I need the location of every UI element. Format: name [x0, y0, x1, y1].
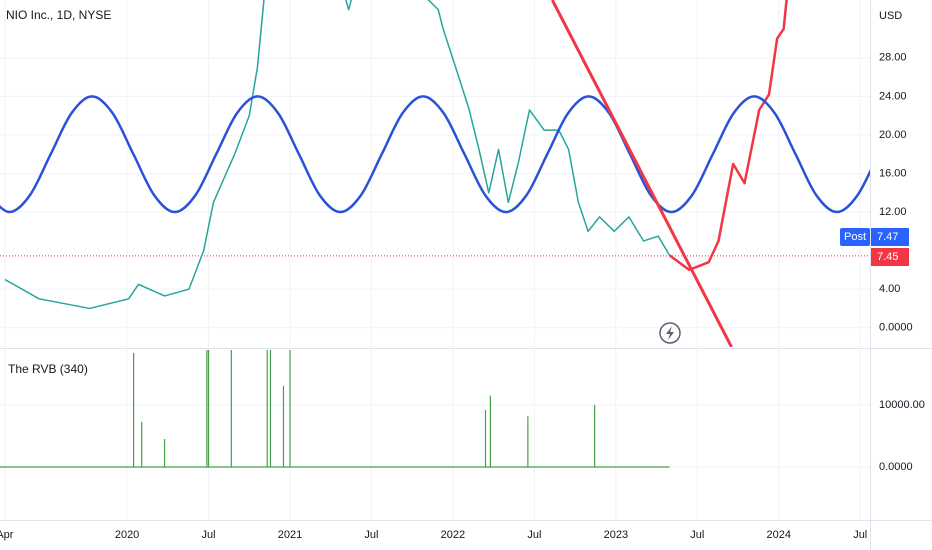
x-tick-label: Jul	[202, 529, 216, 541]
x-tick-label: Jul	[690, 529, 704, 541]
chart-title: NIO Inc., 1D, NYSE	[6, 8, 111, 22]
x-tick-label: 2023	[604, 529, 628, 541]
post-tag	[840, 228, 870, 246]
x-tick-label: Apr	[0, 529, 14, 541]
price-tag	[871, 228, 909, 246]
y-tick-label: 28.00	[879, 52, 907, 64]
x-tick-label: 2021	[278, 529, 302, 541]
y-tick-label: 0.0000	[879, 322, 913, 334]
y-tick-label: 24.00	[879, 90, 907, 102]
price-tag-value: 7.47	[877, 231, 898, 243]
indicator-title: The RVB (340)	[8, 362, 88, 376]
series-line	[0, 95, 870, 214]
price-tag	[871, 248, 909, 266]
x-tick-label: Jul	[364, 529, 378, 541]
x-tick-label: Jul	[527, 529, 541, 541]
price-pane	[0, 0, 870, 347]
x-tick-label: Jul	[853, 529, 867, 541]
series-line	[4, 0, 671, 310]
post-tag-label: Post	[844, 231, 866, 243]
series-line	[668, 0, 788, 272]
grid	[0, 0, 870, 520]
y-tick-label: 12.00	[879, 206, 907, 218]
axes: Apr 2020 Jul 2021 Jul 2022 Jul 2023 Jul 2024 Jul 0.…	[0, 52, 925, 541]
y-tick-label: 16.00	[879, 167, 907, 179]
indicator-pane	[0, 350, 670, 468]
y-tick-label: 4.00	[879, 283, 900, 295]
x-tick-label: 2020	[115, 529, 139, 541]
x-tick-label: 2024	[767, 529, 791, 541]
x-tick-label: 2022	[441, 529, 465, 541]
y-tick-label: 20.00	[879, 129, 907, 141]
price-tag-value: 7.45	[877, 251, 898, 263]
replay-icon[interactable]	[659, 322, 681, 344]
y-tick-label: 10000.00	[879, 399, 925, 411]
series-line	[550, 0, 733, 347]
y-tick-label: 0.0000	[879, 461, 913, 473]
unit-label: USD	[879, 10, 902, 22]
